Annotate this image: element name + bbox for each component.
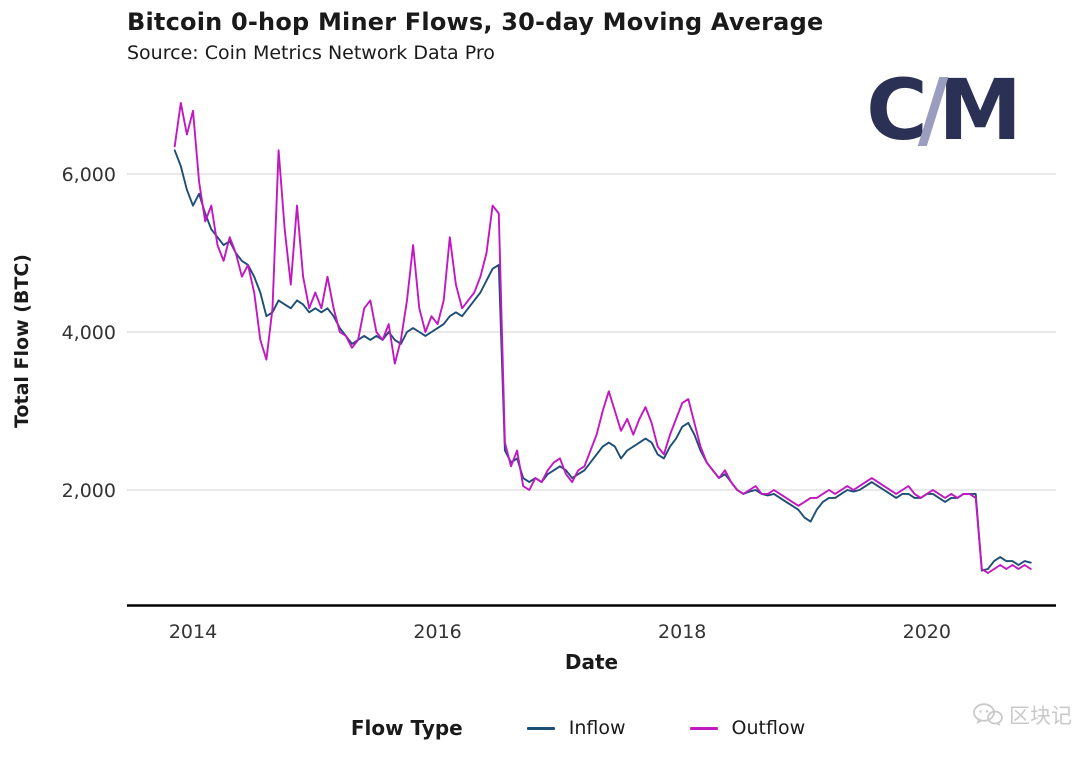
watermark: 区块记	[973, 700, 1072, 730]
x-tick-label: 2016	[413, 621, 461, 643]
logo-slash-icon: /	[917, 60, 949, 158]
x-tick-label: 2014	[169, 621, 217, 643]
logo-letter-m: M	[938, 61, 1022, 159]
legend-item-outflow: Outflow	[689, 717, 806, 739]
x-axis-title: Date	[564, 650, 619, 674]
legend-label-inflow: Inflow	[568, 717, 626, 739]
chart-title: Bitcoin 0-hop Miner Flows, 30-day Moving…	[127, 8, 824, 36]
watermark-text: 区块记	[1009, 704, 1072, 728]
series-line-outflow	[173, 101, 1032, 574]
logo-letter-c: C	[866, 61, 928, 159]
x-tick-label: 2018	[658, 621, 706, 643]
wechat-icon	[973, 703, 1003, 726]
legend-label-outflow: Outflow	[731, 717, 806, 739]
outflow-line-swatch	[689, 726, 718, 730]
chart-subtitle: Source: Coin Metrics Network Data Pro	[127, 42, 495, 64]
legend: Flow Type Inflow Outflow	[38, 716, 1080, 740]
coin-metrics-logo: C / M	[866, 60, 1022, 159]
inflow-line-swatch	[526, 726, 555, 730]
y-axis-title: Total Flow (BTC)	[11, 254, 33, 428]
series-line-inflow	[173, 149, 1032, 572]
y-tick-label: 2,000	[62, 480, 116, 502]
y-tick-label: 6,000	[62, 164, 116, 186]
legend-item-inflow: Inflow	[526, 717, 626, 739]
legend-title: Flow Type	[350, 716, 463, 740]
x-tick-label: 2020	[903, 621, 951, 643]
y-tick-label: 4,000	[62, 322, 116, 344]
